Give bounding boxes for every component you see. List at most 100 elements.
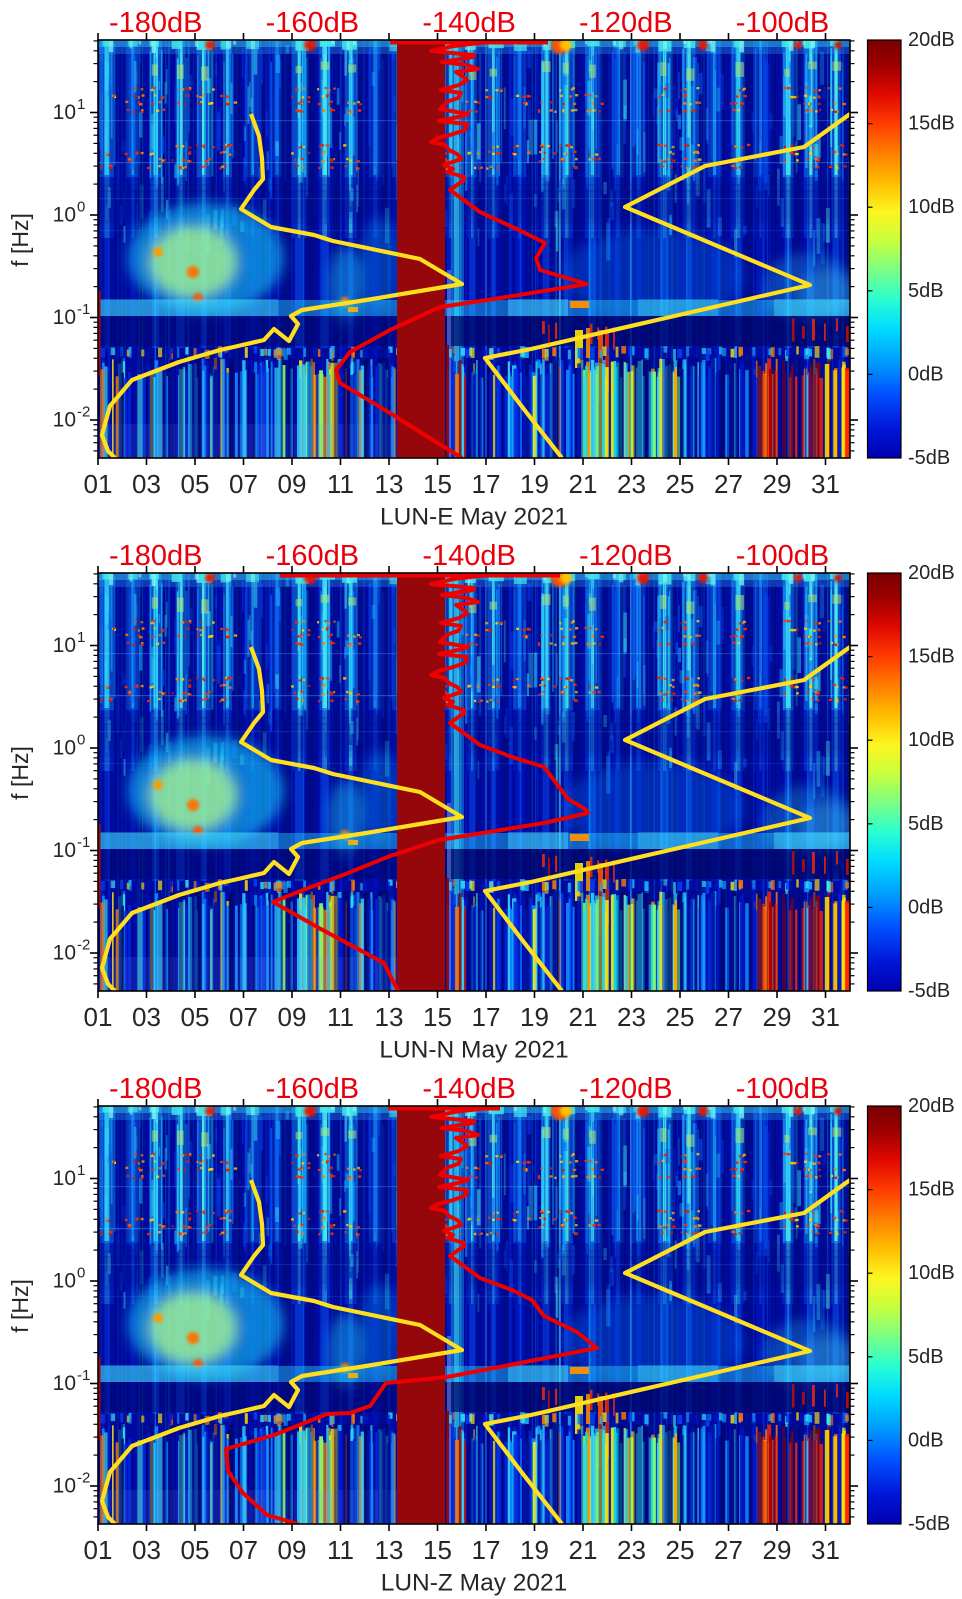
svg-text:13: 13 (375, 469, 404, 499)
svg-text:-1: -1 (77, 834, 90, 851)
svg-text:17: 17 (472, 1002, 501, 1032)
svg-text:05: 05 (181, 1535, 210, 1565)
svg-text:LUN-E May 2021: LUN-E May 2021 (380, 504, 568, 531)
svg-text:-2: -2 (77, 1470, 90, 1487)
svg-text:-160dB: -160dB (266, 1073, 360, 1105)
svg-text:10: 10 (53, 101, 76, 124)
svg-text:10: 10 (53, 942, 76, 965)
svg-text:-1: -1 (77, 301, 90, 318)
svg-text:29: 29 (763, 469, 792, 499)
svg-text:f [Hz]: f [Hz] (7, 213, 33, 267)
svg-text:25: 25 (666, 1535, 695, 1565)
svg-text:10: 10 (53, 737, 76, 760)
svg-text:-5dB: -5dB (908, 447, 950, 469)
svg-text:19: 19 (520, 469, 549, 499)
svg-text:10dB: 10dB (908, 196, 955, 218)
svg-text:20dB: 20dB (908, 562, 955, 584)
svg-text:11: 11 (327, 469, 354, 499)
svg-text:23: 23 (617, 469, 646, 499)
svg-text:0: 0 (77, 732, 85, 749)
svg-text:21: 21 (569, 469, 598, 499)
svg-text:03: 03 (132, 469, 161, 499)
svg-text:5dB: 5dB (908, 1346, 944, 1368)
svg-text:15: 15 (423, 1535, 452, 1565)
svg-text:23: 23 (617, 1002, 646, 1032)
svg-text:15dB: 15dB (908, 646, 955, 668)
svg-text:27: 27 (714, 469, 743, 499)
svg-text:05: 05 (181, 469, 210, 499)
svg-text:03: 03 (132, 1535, 161, 1565)
svg-text:09: 09 (278, 469, 307, 499)
svg-text:20dB: 20dB (908, 29, 955, 51)
svg-text:29: 29 (763, 1002, 792, 1032)
svg-text:-5dB: -5dB (908, 980, 950, 1002)
svg-text:1: 1 (77, 96, 85, 113)
svg-text:1: 1 (77, 629, 85, 646)
svg-text:07: 07 (229, 1535, 258, 1565)
svg-text:5dB: 5dB (908, 813, 944, 835)
svg-text:5dB: 5dB (908, 280, 944, 302)
svg-text:10: 10 (53, 1270, 76, 1293)
svg-text:01: 01 (84, 1002, 113, 1032)
svg-text:-2: -2 (77, 937, 90, 954)
svg-text:19: 19 (520, 1002, 549, 1032)
svg-text:0: 0 (77, 1265, 85, 1282)
svg-text:25: 25 (666, 469, 695, 499)
svg-text:09: 09 (278, 1002, 307, 1032)
svg-text:09: 09 (278, 1535, 307, 1565)
svg-text:10: 10 (53, 409, 76, 432)
svg-text:01: 01 (84, 469, 113, 499)
svg-text:f [Hz]: f [Hz] (7, 1279, 33, 1333)
svg-text:-140dB: -140dB (422, 540, 516, 572)
svg-text:10: 10 (53, 1475, 76, 1498)
svg-text:-100dB: -100dB (736, 540, 830, 572)
svg-text:10: 10 (53, 1372, 76, 1395)
svg-text:15: 15 (423, 1002, 452, 1032)
svg-text:23: 23 (617, 1535, 646, 1565)
svg-text:0dB: 0dB (908, 1429, 944, 1451)
svg-text:10: 10 (53, 634, 76, 657)
svg-text:0: 0 (77, 199, 85, 216)
svg-text:10: 10 (53, 306, 76, 329)
svg-text:-180dB: -180dB (109, 7, 203, 39)
svg-text:15: 15 (423, 469, 452, 499)
svg-text:17: 17 (472, 469, 501, 499)
svg-text:-120dB: -120dB (579, 1073, 673, 1105)
svg-text:13: 13 (375, 1535, 404, 1565)
svg-text:-180dB: -180dB (109, 540, 203, 572)
svg-text:-160dB: -160dB (266, 540, 360, 572)
svg-text:LUN-N May 2021: LUN-N May 2021 (379, 1037, 568, 1064)
svg-text:-5dB: -5dB (908, 1513, 950, 1535)
svg-text:15dB: 15dB (908, 113, 955, 135)
svg-text:25: 25 (666, 1002, 695, 1032)
svg-text:-160dB: -160dB (266, 7, 360, 39)
svg-text:-100dB: -100dB (736, 1073, 830, 1105)
svg-text:27: 27 (714, 1002, 743, 1032)
svg-text:-100dB: -100dB (736, 7, 830, 39)
svg-text:-180dB: -180dB (109, 1073, 203, 1105)
svg-text:10: 10 (53, 204, 76, 227)
svg-text:29: 29 (763, 1535, 792, 1565)
svg-text:-140dB: -140dB (422, 1073, 516, 1105)
svg-text:19: 19 (520, 1535, 549, 1565)
svg-text:27: 27 (714, 1535, 743, 1565)
svg-text:0dB: 0dB (908, 363, 944, 385)
svg-text:17: 17 (472, 1535, 501, 1565)
svg-text:-120dB: -120dB (579, 540, 673, 572)
svg-text:LUN-Z May 2021: LUN-Z May 2021 (381, 1570, 568, 1597)
svg-text:07: 07 (229, 1002, 258, 1032)
svg-text:-1: -1 (77, 1367, 90, 1384)
svg-text:31: 31 (811, 1002, 840, 1032)
svg-text:13: 13 (375, 1002, 404, 1032)
svg-text:11: 11 (327, 1002, 354, 1032)
svg-text:-140dB: -140dB (422, 7, 516, 39)
svg-text:01: 01 (84, 1535, 113, 1565)
svg-text:20dB: 20dB (908, 1095, 955, 1117)
svg-text:11: 11 (327, 1535, 354, 1565)
svg-text:-120dB: -120dB (579, 7, 673, 39)
svg-text:21: 21 (569, 1535, 598, 1565)
svg-text:31: 31 (811, 1535, 840, 1565)
svg-text:15dB: 15dB (908, 1179, 955, 1201)
svg-text:21: 21 (569, 1002, 598, 1032)
svg-text:1: 1 (77, 1162, 85, 1179)
